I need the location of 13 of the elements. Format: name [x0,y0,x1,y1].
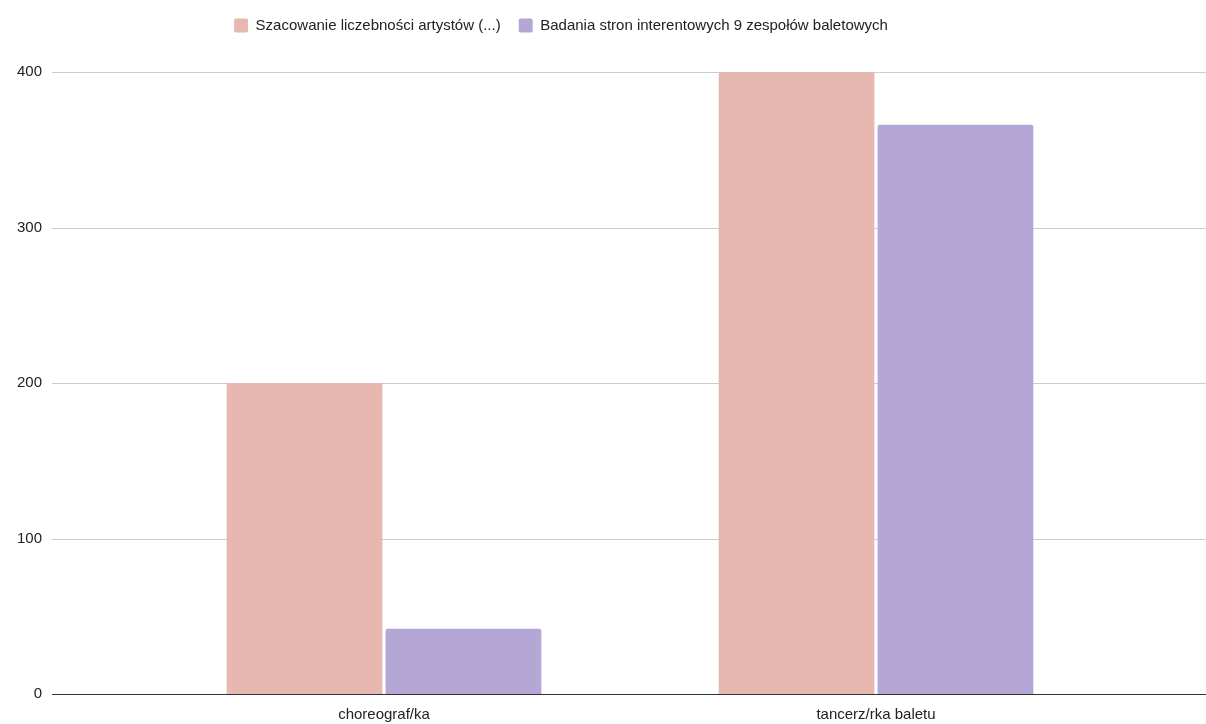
bar [385,628,542,694]
y-tick-label: 0 [33,684,42,702]
bar [877,124,1034,694]
y-tick-label: 200 [16,373,42,391]
bar [226,383,383,694]
y-tick-label: 400 [16,62,42,80]
x-tick-label: tancerz/rka baletu [816,705,936,723]
x-tick-label: choreograf/ka [338,705,431,723]
y-tick-label: 300 [16,217,42,235]
bar [718,72,875,694]
legend-label: Badania stron interentowych 9 zespołów baletowych [540,15,888,33]
legend-label: Szacowanie liczebności artystów (...) [255,15,501,33]
y-tick-label: 100 [16,528,42,546]
